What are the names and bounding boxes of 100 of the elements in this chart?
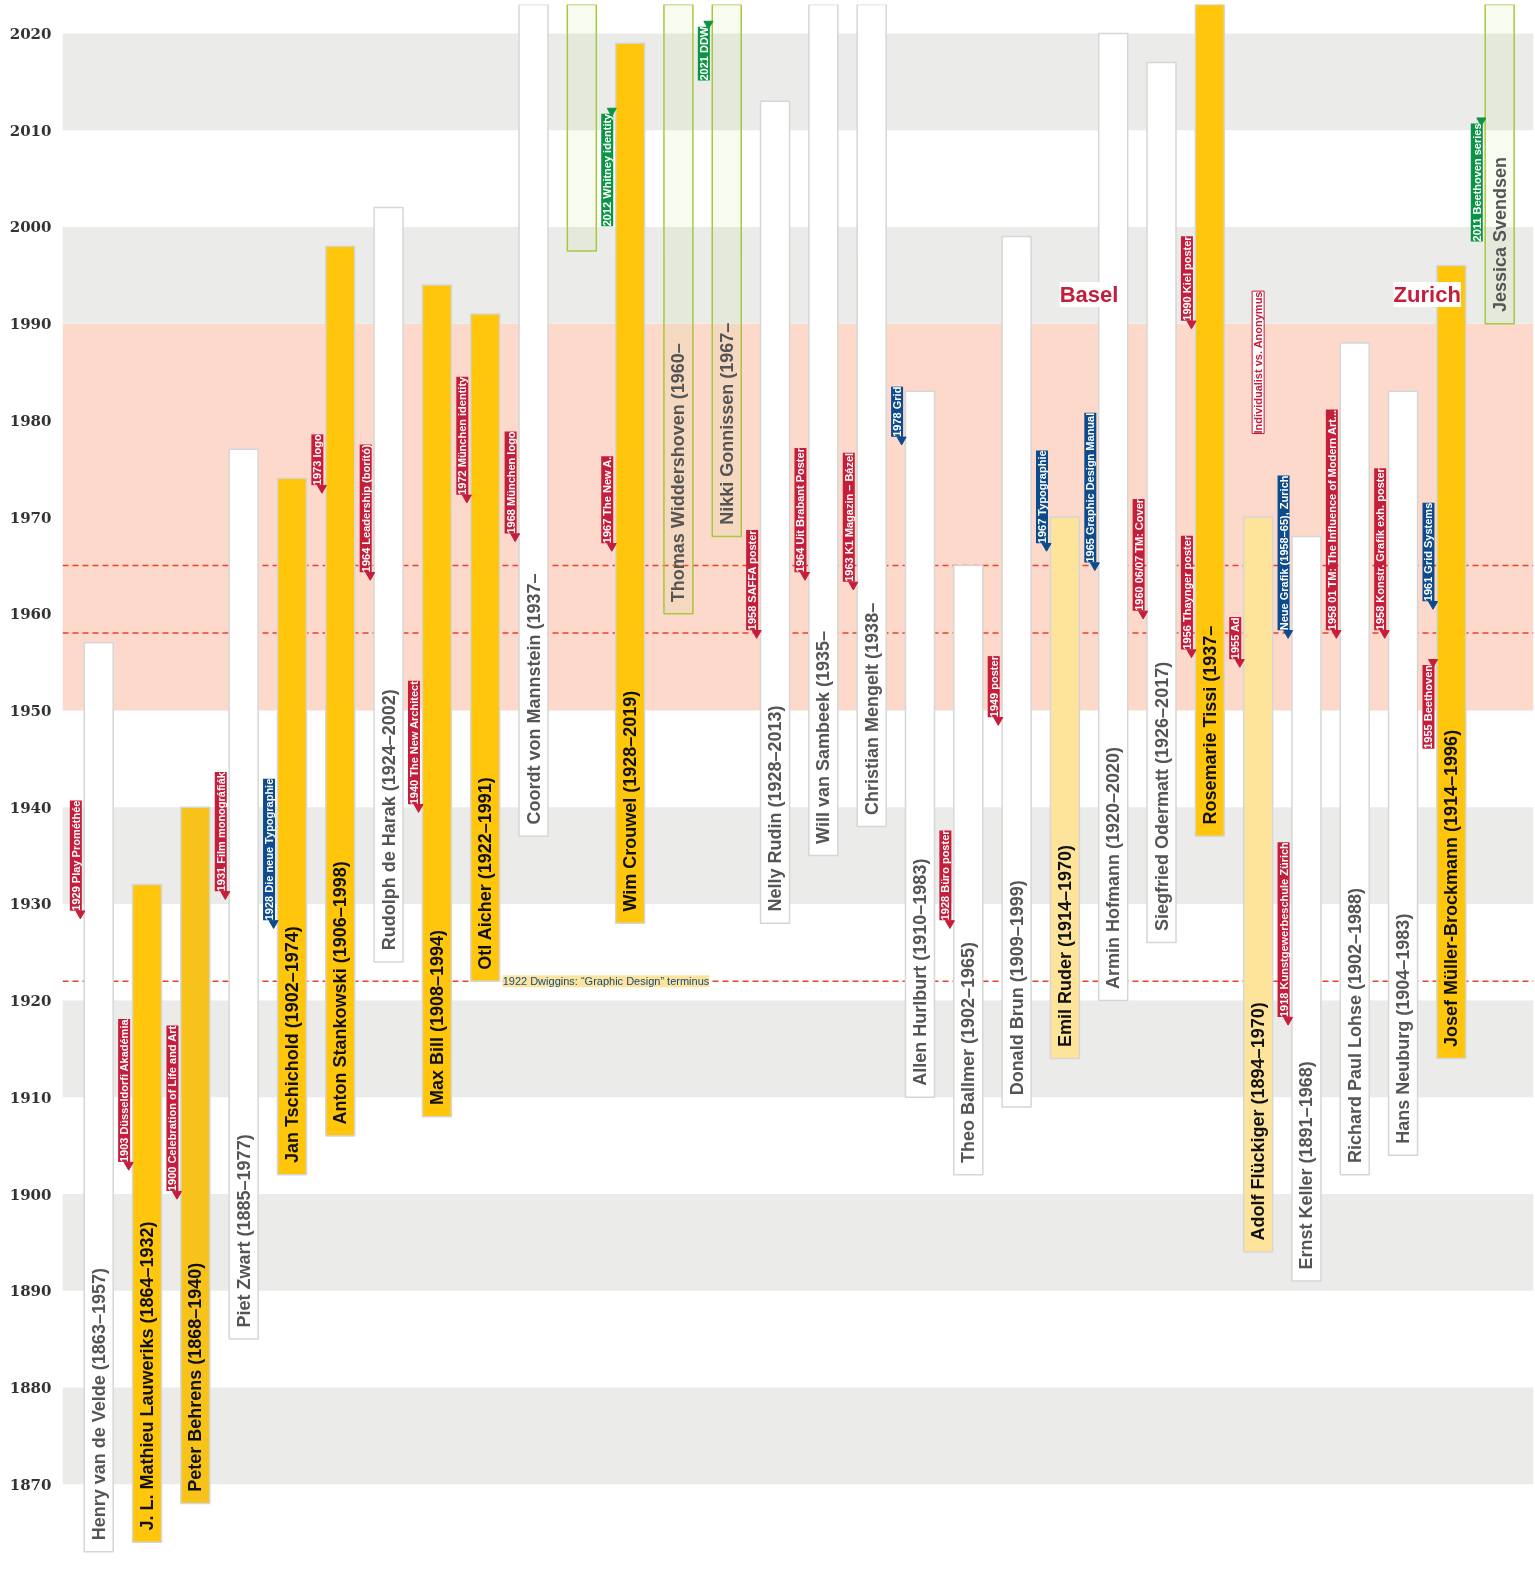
x-tick-label: Donald Brun (1909–1999) [1006,880,1027,1096]
y-tick-label: 1940 [9,798,52,817]
x-tick-label: Coordt von Mannstein (1937– [523,573,544,825]
x-tick-label: Theo Ballmer (1902–1965) [958,941,979,1164]
data-label: 1929 Play Prométhée [69,800,82,911]
data-label: 1928 Die neue Typographie [263,778,276,921]
y-tick-label: 2000 [9,218,52,237]
x-tick-label: Jessica Svendsen [1489,156,1510,313]
x-tick-label: Hans Neuburg (1904–1983) [1393,913,1414,1144]
data-label: Neue Grafik (1958–65), Zurich [1277,475,1290,631]
bar [1001,235,1032,1108]
x-tick-label: Ernst Keller (1891–1968) [1296,1061,1317,1270]
x-tick-label: Piet Zwart (1885–1977) [233,1134,254,1328]
data-label: 1965 Graphic Design Manual [1084,412,1097,563]
data-label: 1972 München identity [456,375,469,495]
y-tick-label: 1970 [9,508,52,527]
data-label: 2011 Beethoven series [1470,123,1483,242]
data-label: 1928 Büro poster [939,829,952,921]
bar [421,284,453,1118]
data-label: 1978 Grid [891,386,904,437]
ref-line-label: 1922 Dwiggins: “Graphic Design” terminus [502,975,710,988]
bar [759,100,791,924]
x-tick-label: Will van Sambeek (1935– [813,630,834,844]
data-label: 1967 The New A. [601,456,614,544]
x-tick-label: Max Bill (1908–1994) [426,929,447,1106]
data-label: 1958 SAFFA poster [746,529,759,631]
y-tick-label: 1960 [9,605,52,624]
data-label: 1964 Leadership (borító) [359,444,372,573]
data-label: 1964 Uit Brabant Poster [794,447,807,573]
bar [856,4,887,828]
data-label: 1955 Beethoven [1422,664,1435,749]
data-label: 1990 Kiel poster [1180,235,1193,321]
bar [953,564,984,1176]
x-tick-label: Peter Behrens (1868–1940) [185,1262,206,1492]
bar [1484,4,1515,325]
x-tick-label: Rosemarie Tissi (1937– [1199,625,1220,825]
y-tick-label: 1890 [9,1282,52,1301]
bar [1194,4,1226,837]
bar [1387,390,1419,1157]
y-tick-label: 1910 [9,1088,52,1107]
y-tick-label: 1880 [9,1378,52,1397]
x-tick-label: Siegfried Odermatt (1926–2017) [1151,661,1172,931]
bar [1146,61,1177,944]
data-label: 2012 Whitney identity [601,112,614,227]
y-tick-label: 1900 [9,1185,52,1204]
x-tick-label: Rudolph de Harak (1924–2002) [378,689,399,951]
y-tick-label: 2010 [9,121,52,140]
bar [276,477,308,1176]
x-tick-label: Adolf Flückiger (1894–1970) [1248,1002,1269,1241]
bar [1049,516,1081,1060]
x-tick-label: Richard Paul Lohse (1902–1988) [1344,887,1365,1164]
bar [228,448,259,1340]
bar [180,806,211,1505]
y-tick-label: 1930 [9,895,52,914]
x-tick-label: J. L. Mathieu Lauweriks (1864–1932) [137,1221,158,1531]
data-label: 1955 Ad [1229,617,1242,660]
bar [808,4,839,857]
bar [1242,516,1274,1253]
bar [904,390,936,1099]
x-tick-label: Jan Tschichold (1902–1974) [281,926,302,1164]
bar [518,4,549,837]
bar [1291,535,1322,1282]
x-tick-label: Allen Hurlburt (1910–1983) [909,858,930,1086]
data-label: 1956 Thaynger poster [1180,535,1193,650]
x-tick-label: Anton Stankowski (1906–1998) [330,861,351,1125]
y-tick-label: 1990 [9,315,52,334]
data-label: 1973 logo [311,434,324,486]
data-label: 1967 Typographie [1036,450,1048,544]
y-tick-label: 1870 [9,1475,52,1494]
x-tick-label: Nelly Rudin (1928–2013) [765,705,786,912]
data-label: 1963 K1 Magazin – Bázel [842,452,855,582]
data-label: 1949 poster [987,655,1000,718]
bar [373,206,404,963]
x-tick-label: Otl Aicher (1922–1991) [475,777,496,970]
annotation: Individualist vs. Anonymus [1252,291,1265,434]
data-label: 1900 Celebration of Life and Art [166,1025,179,1192]
y-tick-label: 2020 [9,25,52,44]
x-tick-label: Thomas Widdershoven (1960– [668,343,689,603]
bar [566,4,598,252]
data-label: 1940 The New Architect [407,680,420,805]
bar [711,4,742,538]
x-tick-label: Henry van de Velde (1863–1957) [88,1268,109,1541]
annotation: Basel [1059,282,1119,308]
bar [614,42,646,924]
bar [663,4,694,615]
y-tick-label: 1950 [9,701,52,720]
data-label: 2021 DDW [697,26,710,81]
data-label: 1961 Grid Systems [1422,502,1435,602]
bar [83,642,114,1553]
x-tick-label: Josef Müller-Brockmann (1914–1996) [1441,729,1462,1048]
y-tick-label: 1920 [9,992,52,1011]
data-label: 1918 Kunstgewerbeschule Zürich [1277,841,1290,1018]
y-tick-label: 1980 [9,411,52,430]
data-label: 1958 01 TM: The Influence of Modern Art... [1325,409,1338,631]
data-label: 1931 Film monográfiák [214,771,227,892]
bar [325,245,356,1137]
annotation: Zurich [1393,282,1461,308]
data-label: 1960 06/07 TM: Cover [1132,498,1145,611]
bar [1339,342,1370,1176]
x-tick-label: Emil Ruder (1914–1970) [1054,844,1075,1048]
